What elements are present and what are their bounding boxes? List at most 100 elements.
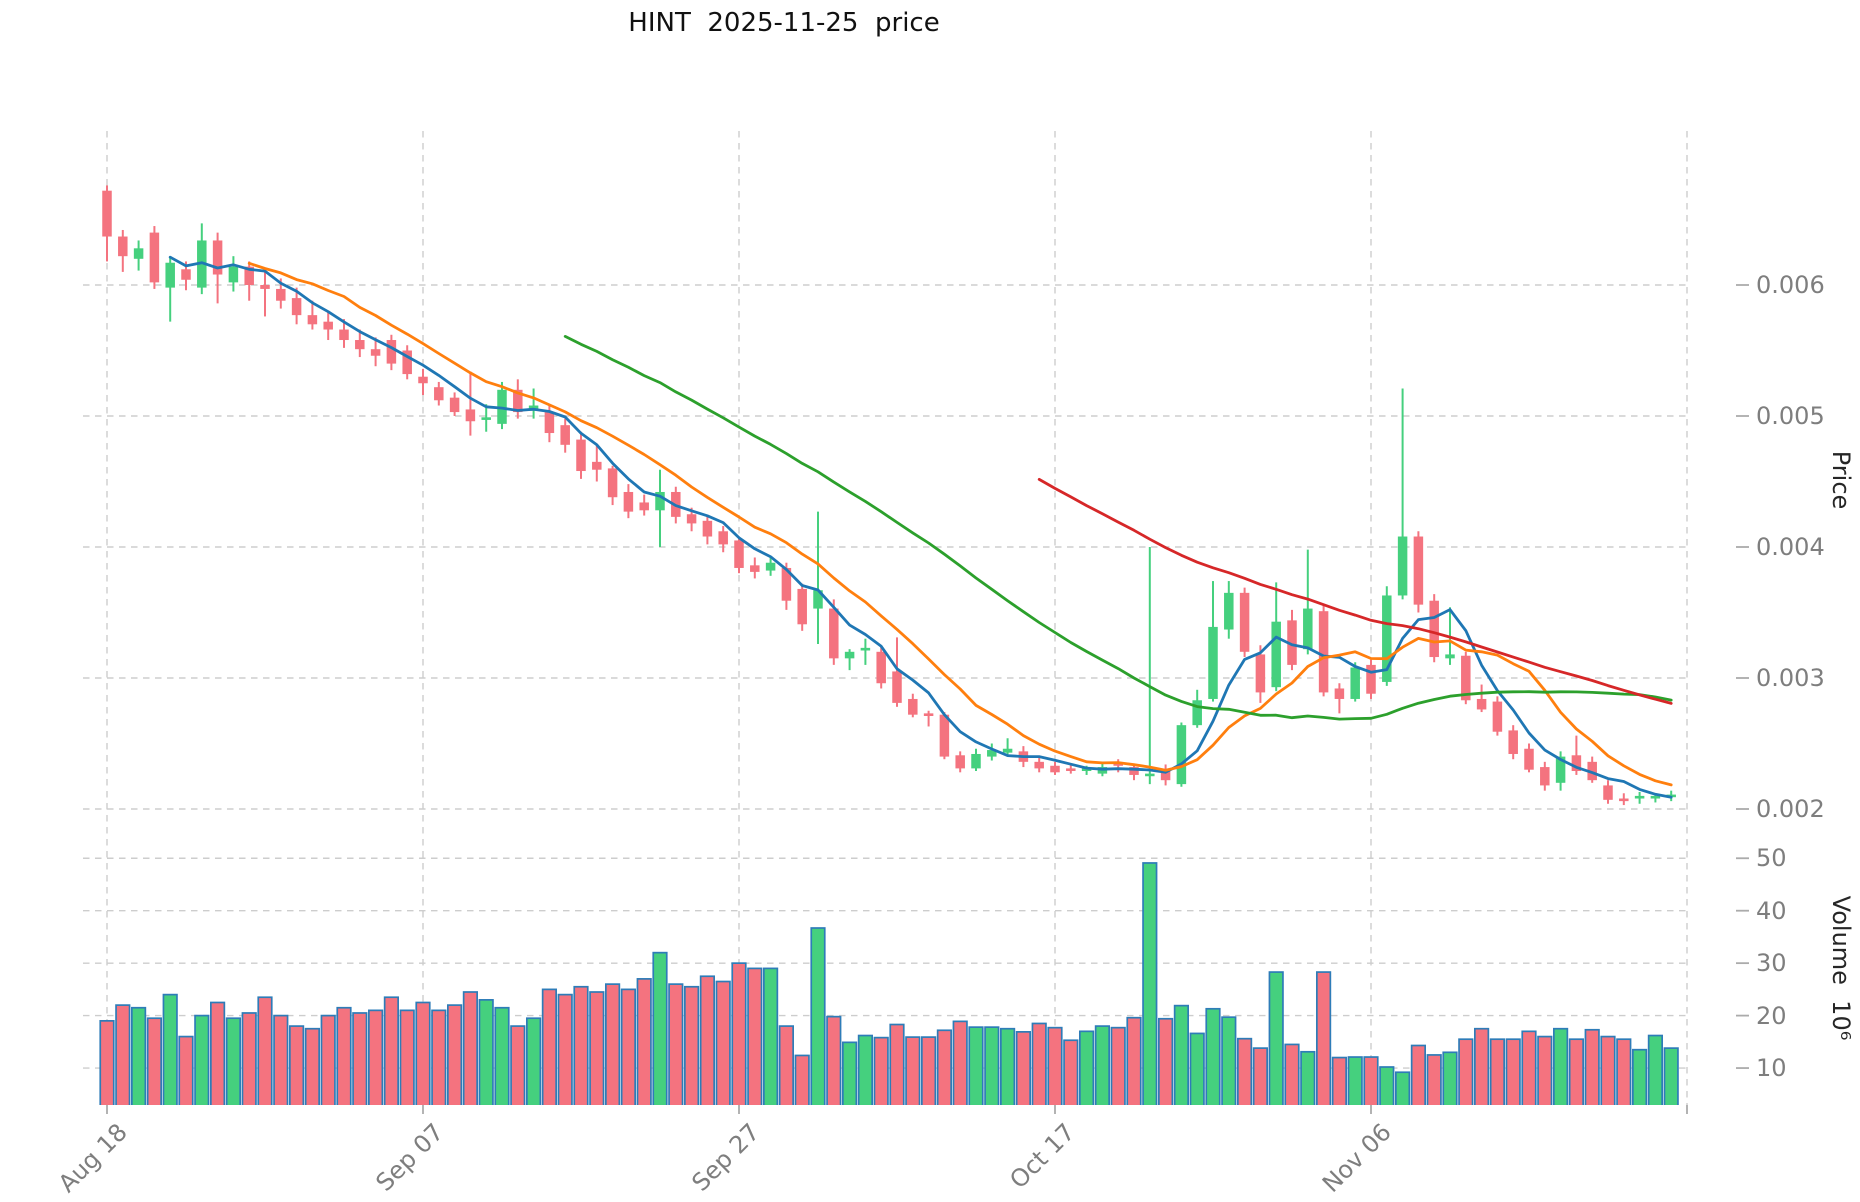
volume-bar — [1347, 1056, 1363, 1105]
volume-bar — [936, 1029, 953, 1105]
volume-bar — [415, 1001, 431, 1105]
candle-body — [655, 491, 665, 511]
volume-bar — [604, 983, 621, 1105]
candle-body — [1066, 768, 1076, 771]
volume-bar — [1537, 1035, 1553, 1105]
tick-marks — [106, 284, 1749, 1114]
candle-body — [165, 262, 175, 288]
candles — [102, 185, 1676, 806]
price-tick-label: 0.004 — [1756, 533, 1825, 561]
volume-bar — [336, 1006, 352, 1105]
candle-body — [1650, 795, 1661, 799]
volume-bar — [273, 1014, 289, 1105]
volume-bar — [873, 1036, 889, 1105]
volume-bar — [1426, 1054, 1442, 1105]
volume-bar — [984, 1026, 1000, 1105]
volume-bar — [1078, 1030, 1095, 1105]
candle-body — [1476, 698, 1487, 710]
volume-bar — [683, 985, 700, 1105]
candle-body — [639, 502, 649, 511]
volume-bar — [1473, 1027, 1490, 1105]
volume-bar — [1394, 1071, 1411, 1105]
candle-body — [102, 190, 112, 237]
candle-body — [987, 750, 997, 757]
candle-body — [1350, 667, 1360, 699]
volume-bar — [1489, 1038, 1506, 1105]
candle-body — [1587, 761, 1597, 781]
volume-bar — [368, 1009, 384, 1105]
candle-body — [1287, 620, 1297, 665]
candle-body — [307, 315, 318, 325]
volume-bar — [1268, 971, 1284, 1105]
candle-body — [892, 671, 902, 703]
volume-bar — [1647, 1034, 1664, 1105]
candle-body — [1129, 767, 1139, 775]
candle-body — [1034, 761, 1044, 769]
candle-body — [1619, 798, 1629, 802]
volume-bar — [1157, 1017, 1174, 1105]
candle-body — [355, 340, 365, 350]
volume-bar — [478, 999, 494, 1105]
volume-bar — [968, 1026, 984, 1105]
volume-tick-label: 40 — [1756, 896, 1787, 925]
volume-bar — [352, 1012, 368, 1105]
volume-bar — [1189, 1032, 1205, 1105]
volume-bar — [241, 1012, 257, 1105]
volume-bar — [1410, 1044, 1427, 1105]
candle-body — [434, 387, 444, 401]
volume-bar — [1505, 1038, 1521, 1105]
volume-bar — [620, 988, 637, 1105]
candle-body — [829, 608, 839, 659]
volume-bar — [826, 1015, 842, 1105]
ma-line-30 — [563, 334, 1673, 721]
candle-body — [1634, 795, 1645, 799]
candle-body — [544, 412, 555, 434]
candle-body — [1334, 688, 1345, 699]
candle-body — [465, 409, 476, 422]
volume-bar — [652, 951, 668, 1105]
volume-bar — [115, 1004, 131, 1105]
candle-body — [908, 698, 918, 715]
volume-bar — [920, 1036, 937, 1105]
candle-body — [971, 753, 981, 769]
volume-bar — [1063, 1039, 1079, 1105]
volume-bar — [1031, 1022, 1047, 1105]
volume-bar — [1552, 1027, 1569, 1105]
ma-line-5 — [168, 255, 1673, 799]
candle-body — [1413, 536, 1424, 605]
volume-bar — [668, 983, 684, 1105]
volume-bar — [131, 1006, 147, 1105]
volume-bar — [573, 985, 589, 1105]
candle-body — [149, 232, 160, 283]
candle-body — [1239, 592, 1250, 652]
volume-bar — [210, 1001, 226, 1105]
candle-body — [1145, 773, 1155, 777]
candle-body — [1461, 655, 1471, 701]
candle-body — [560, 425, 570, 445]
volume-bar — [1221, 1016, 1237, 1105]
candle-body — [607, 468, 618, 498]
candle-body — [1382, 595, 1392, 682]
ma-line-60 — [1037, 477, 1673, 705]
volume-bar — [1173, 1004, 1190, 1105]
volume-bar — [1379, 1066, 1395, 1105]
candle-body — [813, 590, 823, 609]
volume-bar — [1600, 1035, 1616, 1105]
price-tick-label: 0.002 — [1756, 795, 1825, 823]
candle-body — [1208, 626, 1218, 699]
candle-body — [1603, 785, 1613, 800]
volume-bar — [889, 1023, 905, 1105]
volume-bar — [905, 1036, 921, 1105]
candle-body — [1081, 768, 1092, 772]
candle-body — [212, 240, 223, 275]
candle-body — [623, 491, 634, 512]
chart-title: HINT 2025-11-25 price — [628, 8, 940, 38]
candle-body — [1524, 748, 1534, 770]
candle-body — [244, 266, 254, 285]
volume-bar — [178, 1035, 194, 1105]
volume-tick-label: 30 — [1756, 949, 1787, 978]
candle-body — [449, 397, 460, 413]
candle-body — [1540, 767, 1550, 786]
volume-bar — [1284, 1043, 1300, 1105]
